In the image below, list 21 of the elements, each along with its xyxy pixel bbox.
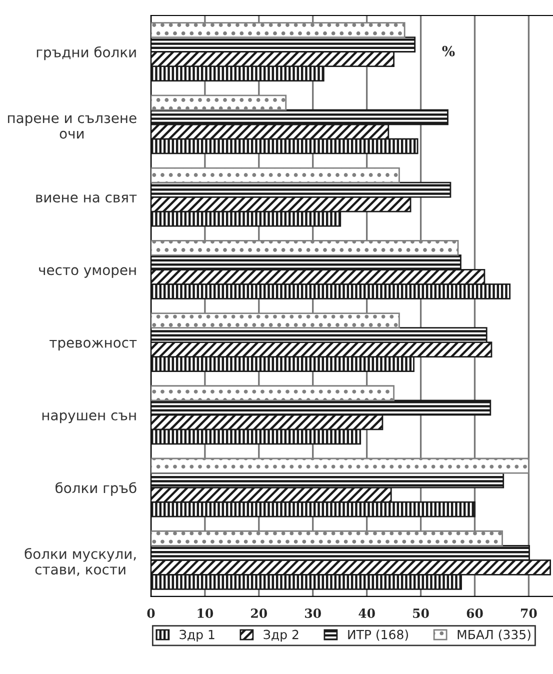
legend-label: ИТР (168) bbox=[348, 630, 408, 641]
y-tick-label: болки мускули, стави, кости bbox=[24, 548, 136, 576]
legend-label: Здр 1 bbox=[180, 630, 214, 642]
y-tick-label: гръдни болки bbox=[36, 46, 136, 60]
y-tick-label: тревожност bbox=[50, 340, 137, 350]
y-tick-label: парене и сълзене очи bbox=[8, 115, 136, 139]
legend-label: Здр 2 bbox=[264, 630, 298, 642]
x-tick-label: 60 bbox=[466, 608, 483, 618]
annotation: % bbox=[442, 46, 455, 56]
x-tick-label: 40 bbox=[358, 608, 375, 618]
y-tick-label: болки гръб bbox=[56, 482, 136, 496]
legend-label: МБАЛ (335) bbox=[458, 630, 530, 641]
x-tick-label: 50 bbox=[413, 608, 429, 618]
y-tick-label: виене на свят bbox=[36, 194, 137, 203]
x-tick-label: 70 bbox=[521, 608, 537, 618]
y-tick-label: често уморен bbox=[39, 267, 136, 278]
x-tick-label: 0 bbox=[147, 608, 155, 618]
x-tick-label: 20 bbox=[251, 608, 268, 618]
x-tick-label: 30 bbox=[305, 608, 321, 618]
x-tick-label: 10 bbox=[198, 608, 214, 618]
y-tick-label: нарушен сън bbox=[42, 412, 136, 424]
